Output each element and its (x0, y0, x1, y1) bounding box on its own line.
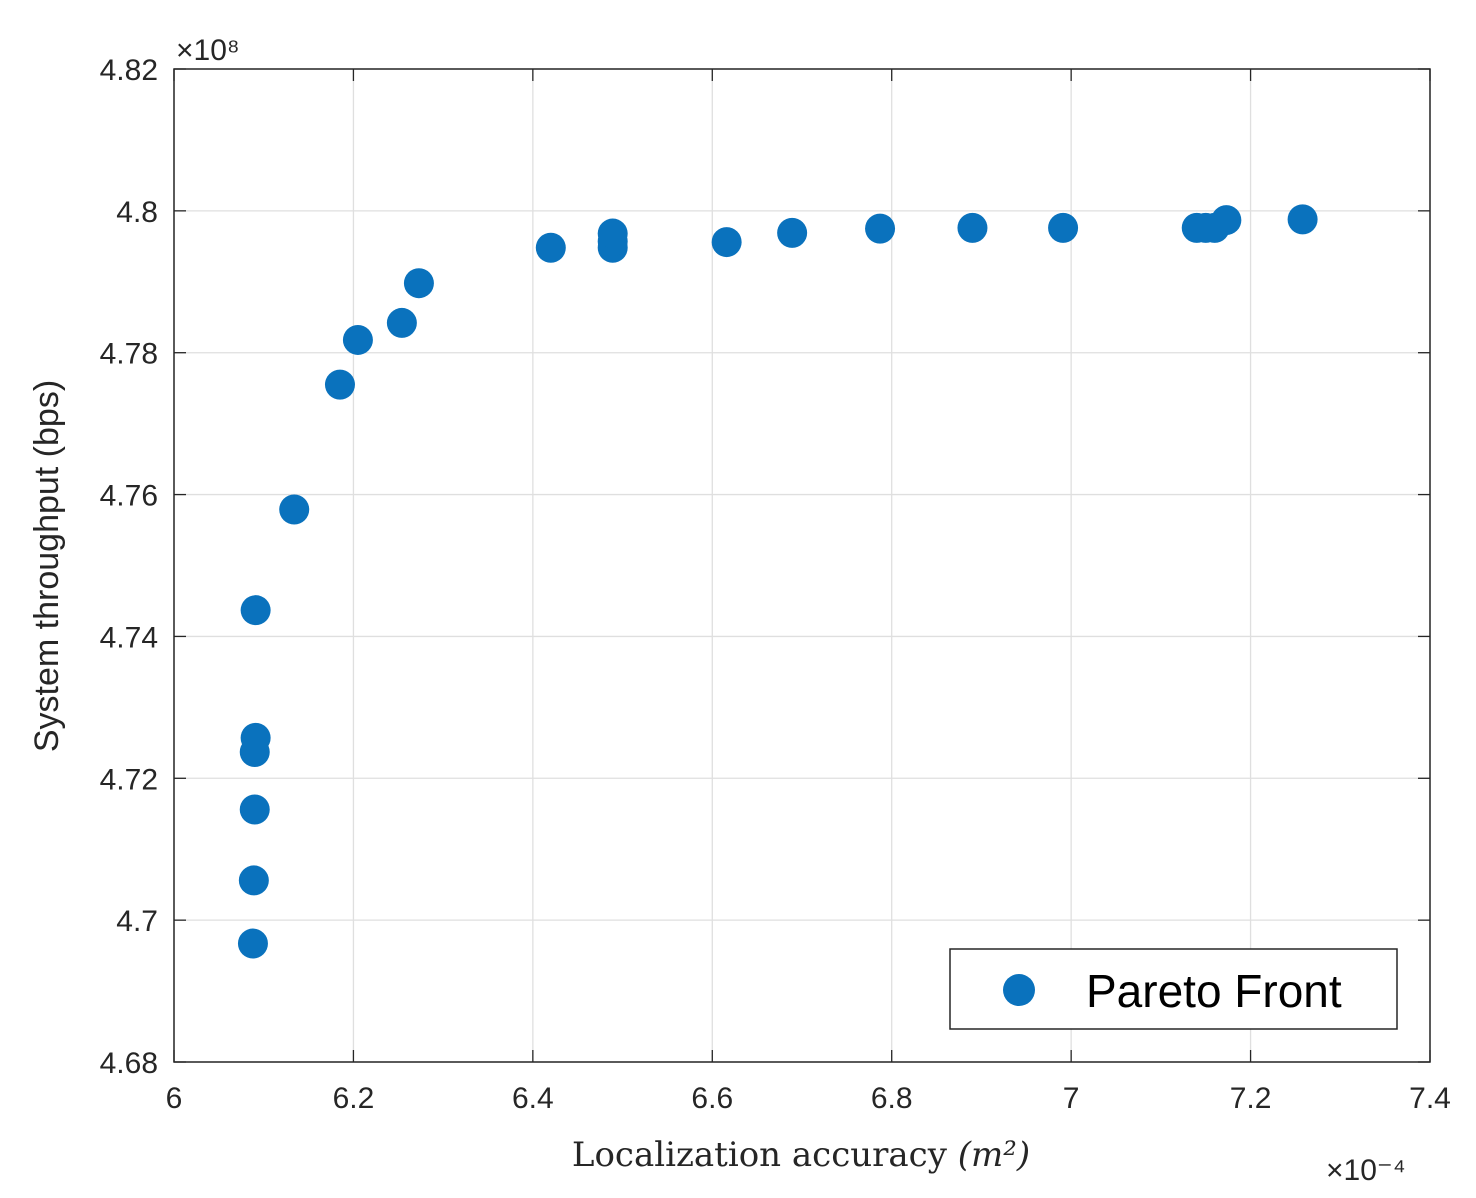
x-tick-label: 6.4 (512, 1082, 554, 1115)
y-tick-labels: 4.68 4.7 4.72 4.74 4.76 4.78 4.8 4.82 (100, 54, 158, 1080)
data-point (240, 595, 271, 626)
plot-frame (173, 68, 1431, 1063)
x-tick-label: 7.4 (1409, 1082, 1451, 1115)
data-point (597, 218, 628, 249)
legend-label: Pareto Front (1086, 965, 1342, 1017)
data-point (240, 722, 271, 753)
x-tick-label: 7.2 (1230, 1082, 1272, 1115)
x-axis-multiplier: ×10⁻⁴ (1326, 1154, 1406, 1187)
data-point (239, 794, 270, 825)
x-tick-label: 6.6 (691, 1082, 733, 1115)
data-point (237, 928, 268, 959)
data-point (865, 213, 896, 244)
x-tick-label: 6.2 (333, 1082, 375, 1115)
y-axis-title: System throughput (bps) (28, 380, 66, 752)
legend: Pareto Front (949, 948, 1398, 1030)
data-point (777, 217, 808, 248)
y-axis-multiplier: ×10⁸ (176, 34, 240, 67)
data-point (342, 324, 373, 355)
legend-marker (1003, 974, 1035, 1006)
x-axis-title-text: Localization accuracy (572, 1135, 948, 1175)
x-tick-label: 7 (1063, 1082, 1080, 1115)
data-point (535, 232, 566, 263)
y-tick-label: 4.68 (100, 1047, 158, 1080)
data-point (711, 227, 742, 258)
x-tick-label: 6.8 (871, 1082, 913, 1115)
x-axis-title: Localization accuracy (m²) (572, 1135, 1030, 1175)
data-point (324, 369, 355, 400)
y-tick-label: 4.72 (100, 763, 158, 796)
data-point (1211, 205, 1242, 236)
axis-ticks (173, 68, 1431, 1063)
x-tick-labels: 6 6.2 6.4 6.6 6.8 7 7.2 7.4 (166, 1082, 1451, 1115)
y-tick-label: 4.76 (100, 480, 158, 513)
y-tick-label: 4.74 (100, 621, 158, 654)
data-point (279, 494, 310, 525)
data-point (1287, 204, 1318, 235)
y-tick-label: 4.7 (116, 905, 158, 938)
y-tick-label: 4.78 (100, 338, 158, 371)
y-tick-label: 4.8 (116, 196, 158, 229)
pareto-front-points (237, 204, 1318, 959)
data-point (386, 307, 417, 338)
data-point (957, 212, 988, 243)
x-tick-label: 6 (166, 1082, 183, 1115)
x-axis-unit: (m²) (958, 1135, 1030, 1175)
data-point (1048, 212, 1079, 243)
y-tick-label: 4.82 (100, 54, 158, 87)
data-point (403, 268, 434, 299)
data-point (238, 865, 269, 896)
